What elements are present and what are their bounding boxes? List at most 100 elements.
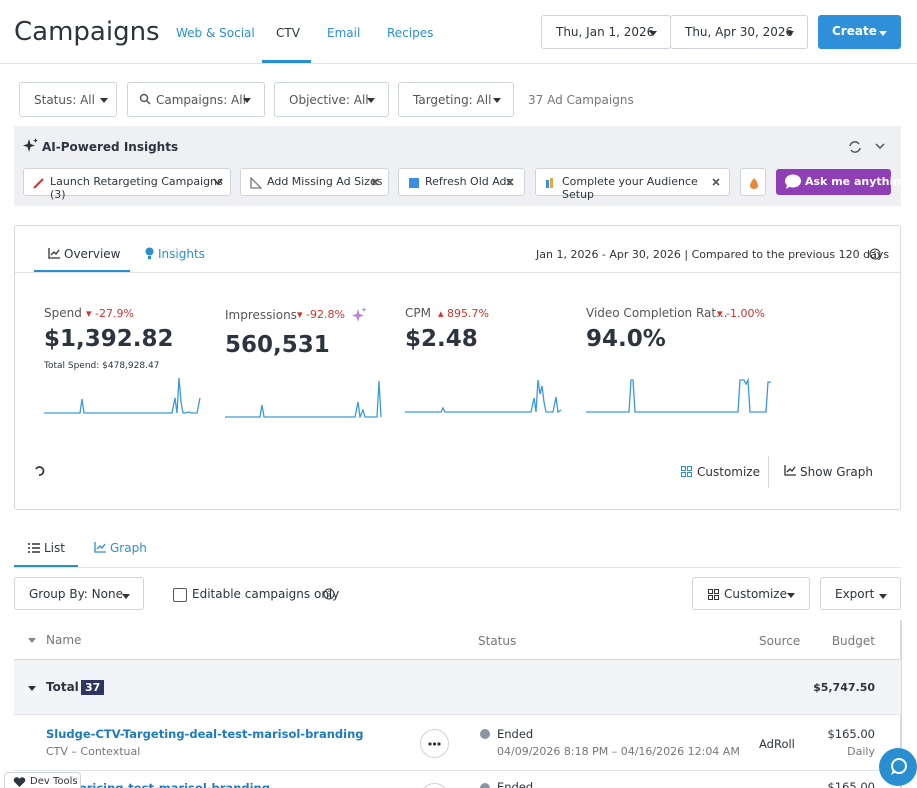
budget-period: Daily bbox=[847, 745, 875, 758]
chip-text: Launch Retargeting Campaigns (3) bbox=[50, 175, 223, 201]
group-by[interactable]: Group By: None bbox=[14, 577, 144, 610]
more-button[interactable] bbox=[420, 783, 449, 788]
source: AdRoll bbox=[759, 737, 795, 751]
end-date-text: Thu, Apr 30, 2026 bbox=[685, 25, 794, 39]
export-dropdown[interactable]: Export bbox=[820, 577, 901, 610]
chat-button[interactable] bbox=[879, 748, 917, 786]
insight-chip-cut[interactable] bbox=[740, 168, 766, 196]
show-graph-button[interactable]: Show Graph bbox=[800, 465, 874, 479]
dates: 04/09/2026 8:18 PM – 04/16/2026 12:04 AM bbox=[497, 745, 740, 758]
filter[interactable]: Objective: All bbox=[274, 82, 389, 117]
list-tab[interactable]: List bbox=[44, 541, 65, 555]
insights-title: AI-Powered Insights bbox=[42, 140, 179, 154]
insights-tab[interactable]: Insights bbox=[158, 247, 205, 261]
filter-text: Campaigns: All bbox=[156, 93, 246, 107]
chip-caret bbox=[213, 178, 223, 186]
status: Ended bbox=[497, 727, 534, 741]
more-button[interactable] bbox=[420, 729, 449, 758]
insight-chip[interactable]: Complete your Audience Setup bbox=[535, 168, 730, 201]
insight-chip[interactable]: Refresh Old Ads bbox=[398, 168, 525, 196]
sparkline bbox=[44, 377, 201, 414]
status-dot bbox=[480, 783, 490, 788]
ask-button[interactable]: Ask me anything bbox=[776, 169, 909, 195]
column-header[interactable]: Budget bbox=[831, 634, 875, 648]
chip-icon bbox=[409, 178, 419, 188]
filter[interactable]: Campaigns: All bbox=[127, 82, 265, 117]
status: Ended bbox=[497, 780, 534, 788]
column-header[interactable]: Source bbox=[759, 634, 801, 648]
insight-chip[interactable]: Launch Retargeting Campaigns (3) bbox=[23, 168, 231, 201]
metric-value: 560,531 bbox=[225, 332, 330, 358]
separator bbox=[768, 456, 769, 488]
list-icon bbox=[28, 543, 40, 553]
tab-underline bbox=[14, 565, 78, 567]
tab-underline bbox=[34, 270, 130, 272]
checkbox[interactable] bbox=[173, 588, 187, 602]
divider bbox=[14, 770, 901, 771]
heart-icon bbox=[13, 777, 26, 787]
create-button[interactable]: Create bbox=[818, 15, 901, 49]
tab[interactable]: Email bbox=[327, 26, 361, 40]
search-icon bbox=[139, 93, 151, 105]
metric-value: $2.48 bbox=[405, 326, 478, 352]
insight-chip[interactable]: Add Missing Ad Sizes bbox=[240, 168, 389, 196]
close-icon[interactable] bbox=[712, 178, 720, 186]
tab[interactable]: Web & Social bbox=[176, 26, 255, 40]
dots-icon bbox=[428, 742, 441, 746]
caret bbox=[367, 98, 375, 103]
close-icon[interactable] bbox=[506, 178, 514, 186]
budget: $165.00 bbox=[827, 780, 875, 788]
start-date-text: Thu, Jan 1, 2026 bbox=[556, 25, 655, 39]
create-text: Create bbox=[832, 24, 877, 38]
column-header[interactable]: Status bbox=[478, 634, 517, 648]
close-icon[interactable] bbox=[371, 178, 379, 186]
panel-controls[interactable] bbox=[848, 140, 888, 154]
tab-active[interactable]: CTV bbox=[276, 26, 300, 40]
start-date[interactable]: Thu, Jan 1, 2026 bbox=[541, 15, 671, 49]
tab[interactable]: Recipes bbox=[387, 26, 434, 40]
bulb-icon bbox=[145, 247, 154, 259]
divider bbox=[15, 272, 900, 273]
refresh-icon[interactable] bbox=[34, 464, 47, 476]
column-header[interactable]: Name bbox=[46, 633, 82, 647]
filter-text: Targeting: All bbox=[413, 93, 492, 107]
chip-text: Add Missing Ad Sizes bbox=[267, 175, 383, 188]
filter[interactable]: Targeting: All bbox=[398, 82, 514, 117]
customize-dropdown[interactable]: Customize bbox=[692, 577, 810, 610]
overview-tab[interactable]: Overview bbox=[64, 247, 121, 261]
total-count: 37 bbox=[81, 680, 105, 695]
metric-note: Total Spend: $478,928.47 bbox=[44, 361, 160, 371]
group-by-text: Group By: None bbox=[29, 587, 123, 601]
campaign-name[interactable]: deal-pricing-test-marisol-branding bbox=[46, 781, 270, 788]
caret bbox=[122, 594, 130, 599]
campaign-name[interactable]: Sludge-CTV-Targeting-deal-test-marisol-b… bbox=[46, 727, 364, 741]
filter-text: Status: All bbox=[34, 93, 95, 107]
sparkle-icon bbox=[23, 138, 38, 152]
chat-icon bbox=[891, 758, 907, 775]
metric-label: Video Completion Rat... bbox=[586, 306, 728, 320]
campaign-sub: CTV – Contextual bbox=[46, 745, 141, 758]
chat-icon bbox=[785, 174, 801, 189]
metric-change-text: -27.9% bbox=[95, 307, 134, 320]
status-dot bbox=[480, 729, 490, 739]
page-title: Campaigns bbox=[14, 17, 160, 47]
metric-label: Impressions bbox=[225, 308, 297, 322]
export-text: Export bbox=[835, 587, 875, 601]
chip-icon bbox=[33, 178, 44, 189]
metric-label: CPM bbox=[405, 306, 431, 320]
devtools-badge[interactable]: Dev Tools bbox=[4, 772, 81, 788]
filter[interactable]: Status: All bbox=[19, 82, 117, 117]
caret bbox=[787, 593, 795, 598]
chart-icon bbox=[94, 542, 106, 553]
end-date[interactable]: Thu, Apr 30, 2026 bbox=[670, 15, 808, 49]
customize-button[interactable]: Customize bbox=[697, 465, 760, 479]
scrollbar-edge bbox=[900, 620, 902, 788]
grid-icon bbox=[708, 589, 719, 600]
caret bbox=[493, 98, 501, 103]
collapse-caret[interactable] bbox=[28, 686, 36, 691]
graph-tab[interactable]: Graph bbox=[110, 541, 147, 555]
metric-label: Spend bbox=[44, 306, 82, 320]
